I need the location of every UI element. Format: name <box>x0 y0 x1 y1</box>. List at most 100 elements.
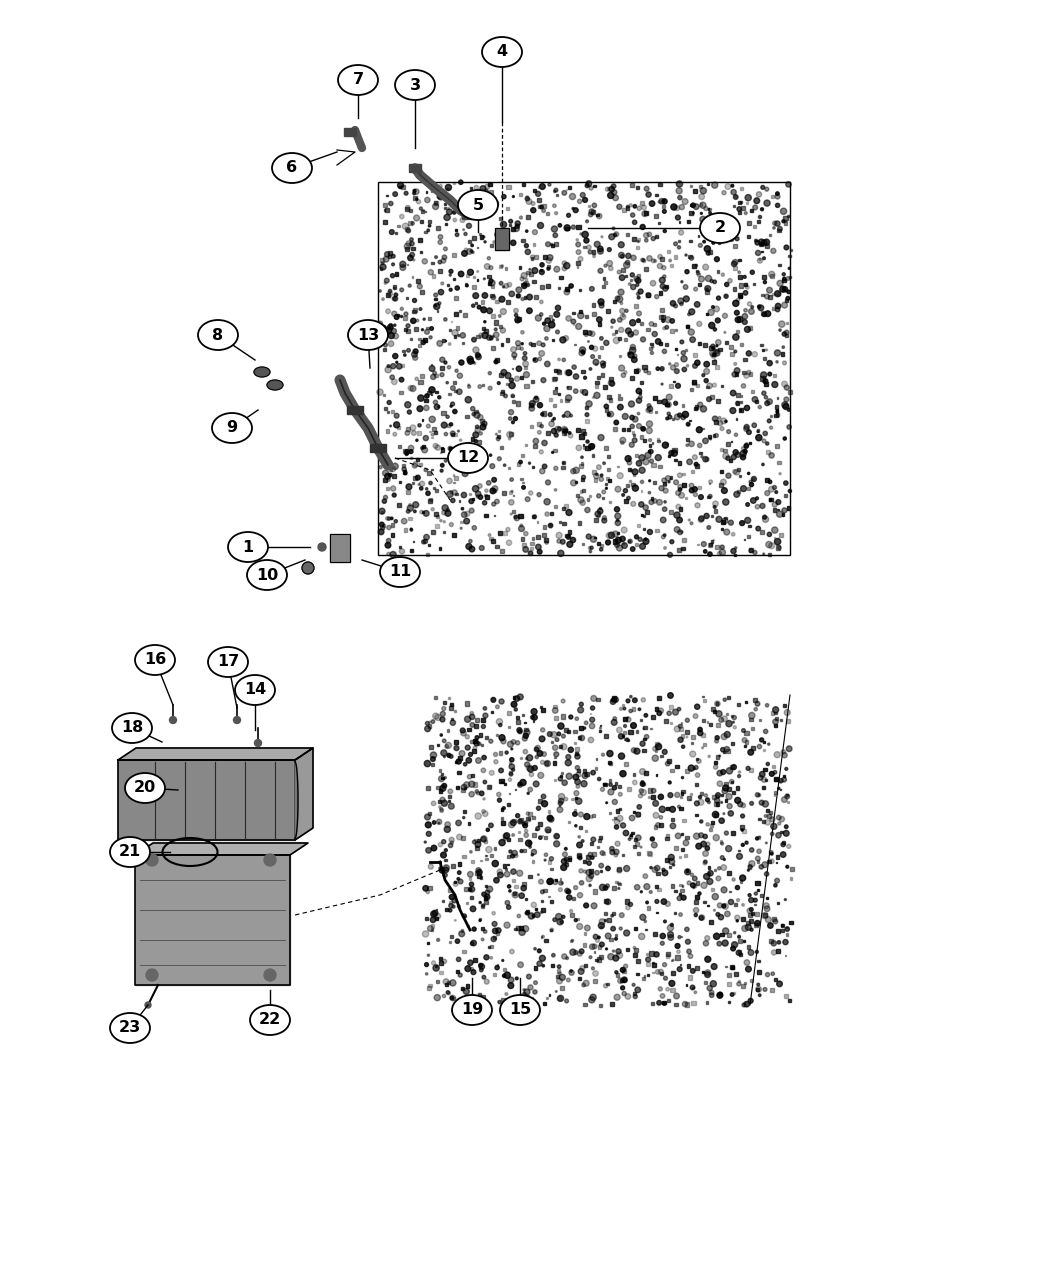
Circle shape <box>720 856 724 859</box>
Circle shape <box>460 333 465 338</box>
Circle shape <box>738 802 743 807</box>
Circle shape <box>699 217 706 223</box>
Circle shape <box>764 815 768 817</box>
Circle shape <box>782 277 785 280</box>
Bar <box>548 896 549 898</box>
Circle shape <box>424 329 429 334</box>
Circle shape <box>482 811 488 816</box>
Bar <box>559 287 561 289</box>
Bar <box>769 499 772 501</box>
Circle shape <box>608 789 614 796</box>
Bar <box>485 858 487 861</box>
Bar <box>696 272 698 274</box>
Circle shape <box>743 1001 750 1007</box>
Circle shape <box>511 850 518 856</box>
Circle shape <box>522 992 527 998</box>
Circle shape <box>489 337 493 340</box>
Circle shape <box>490 488 496 493</box>
Circle shape <box>663 1002 666 1005</box>
Bar <box>613 427 616 431</box>
Bar <box>713 435 715 437</box>
Circle shape <box>393 297 396 301</box>
Circle shape <box>635 812 640 817</box>
Circle shape <box>766 762 770 765</box>
Bar <box>454 741 458 743</box>
Bar <box>740 402 742 403</box>
Circle shape <box>659 199 665 204</box>
Bar <box>503 968 506 970</box>
Bar <box>617 784 622 788</box>
Circle shape <box>438 235 443 240</box>
Bar <box>563 431 566 435</box>
Circle shape <box>630 425 634 428</box>
Bar <box>586 854 590 858</box>
Circle shape <box>616 204 622 209</box>
Circle shape <box>605 187 609 191</box>
Bar <box>581 428 585 432</box>
Circle shape <box>665 325 669 329</box>
Bar <box>713 710 716 714</box>
Bar <box>631 482 635 486</box>
Circle shape <box>406 483 412 490</box>
Bar <box>568 530 571 533</box>
Circle shape <box>474 362 476 365</box>
Bar <box>461 987 464 989</box>
Bar <box>630 834 632 836</box>
Circle shape <box>698 495 704 500</box>
Circle shape <box>679 204 685 209</box>
Circle shape <box>630 344 635 349</box>
Circle shape <box>394 422 400 428</box>
Circle shape <box>418 483 420 486</box>
Bar <box>695 264 697 265</box>
Circle shape <box>421 446 423 449</box>
Circle shape <box>475 736 479 740</box>
Bar <box>478 440 481 444</box>
Circle shape <box>541 343 545 347</box>
Circle shape <box>400 307 403 310</box>
Circle shape <box>569 970 574 975</box>
Circle shape <box>592 397 594 398</box>
Circle shape <box>775 194 780 199</box>
Bar <box>370 444 386 453</box>
Bar <box>461 788 465 792</box>
Bar <box>657 439 659 440</box>
Bar <box>672 449 676 453</box>
Circle shape <box>478 483 482 488</box>
Bar <box>512 367 513 370</box>
Circle shape <box>520 779 526 785</box>
Circle shape <box>743 275 747 278</box>
Circle shape <box>681 351 686 354</box>
Circle shape <box>711 352 717 358</box>
Bar <box>776 950 780 954</box>
Bar <box>761 785 764 789</box>
Bar <box>775 413 778 417</box>
Circle shape <box>648 407 653 412</box>
Circle shape <box>421 329 423 330</box>
Bar <box>618 398 622 400</box>
Bar <box>689 255 692 259</box>
Circle shape <box>503 974 506 977</box>
Ellipse shape <box>267 380 284 390</box>
Circle shape <box>434 293 438 297</box>
Circle shape <box>585 393 588 395</box>
Circle shape <box>390 425 392 427</box>
Circle shape <box>732 942 737 947</box>
Bar <box>381 511 383 514</box>
Circle shape <box>575 242 581 247</box>
Circle shape <box>662 478 667 483</box>
Circle shape <box>742 1003 745 1007</box>
Circle shape <box>748 870 750 871</box>
Bar <box>497 435 500 437</box>
Circle shape <box>457 877 460 880</box>
Circle shape <box>440 808 443 812</box>
Circle shape <box>771 824 777 830</box>
Bar <box>461 207 462 209</box>
Circle shape <box>639 769 646 774</box>
Circle shape <box>472 347 479 353</box>
Circle shape <box>442 994 445 997</box>
Circle shape <box>566 510 572 515</box>
Circle shape <box>699 201 706 208</box>
Bar <box>709 723 712 725</box>
Bar <box>677 353 678 354</box>
Bar <box>567 386 571 389</box>
